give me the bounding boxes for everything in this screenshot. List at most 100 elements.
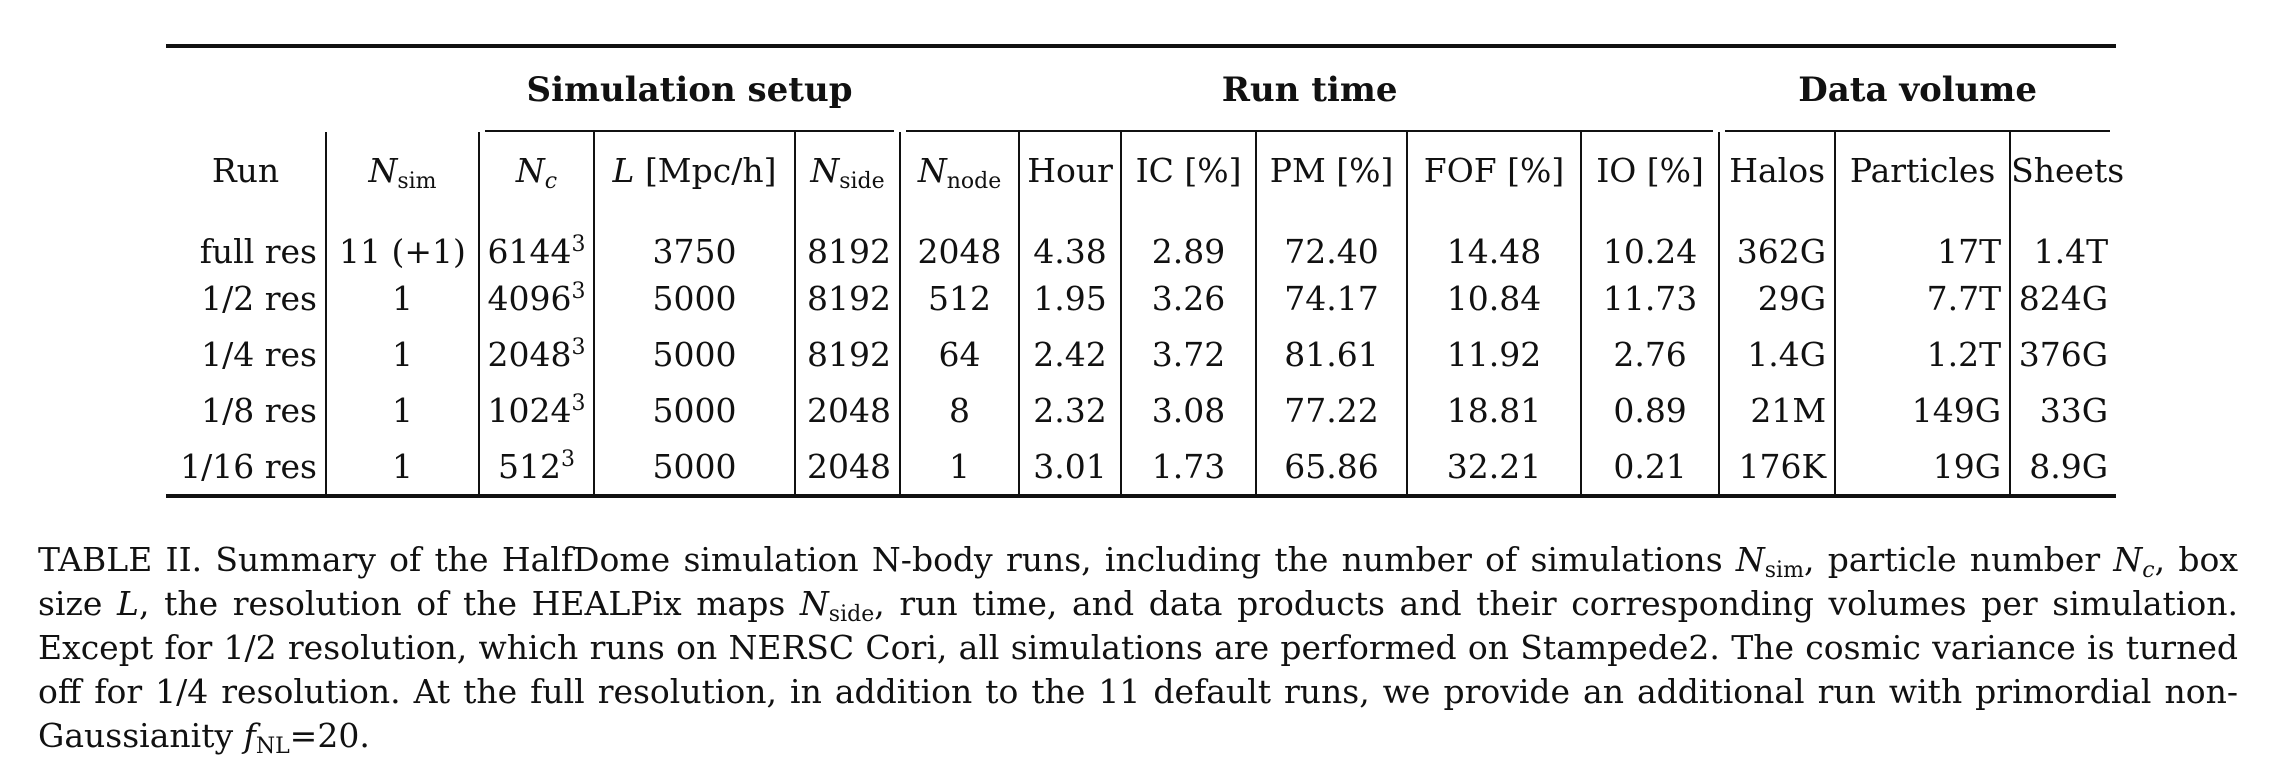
header-ic: IC [%] bbox=[1121, 132, 1258, 208]
cell-nc: 10243 bbox=[479, 382, 595, 438]
header-run: Run bbox=[166, 132, 327, 208]
header-halos: Halos bbox=[1719, 132, 1837, 208]
table-row: full res 11 (+1) 61443 3750 8192 2048 4.38 2.89… bbox=[166, 208, 2116, 270]
header-nside: Nside bbox=[795, 132, 902, 208]
table-container: Simulation setup Run time Data volume Ru… bbox=[166, 44, 2125, 498]
cell-ic: 3.26 bbox=[1121, 270, 1258, 326]
cell-ic: 3.08 bbox=[1121, 382, 1258, 438]
cell-hour: 2.32 bbox=[1019, 382, 1123, 438]
cell-halos: 362G bbox=[1719, 208, 1837, 270]
cell-nsim: 1 bbox=[326, 270, 480, 326]
header-hour: Hour bbox=[1019, 132, 1123, 208]
cell-halos: 176K bbox=[1719, 438, 1837, 494]
cell-particles: 149G bbox=[1835, 382, 2012, 438]
cell-box-size: 3750 bbox=[594, 208, 796, 270]
cell-fof: 10.84 bbox=[1407, 270, 1583, 326]
cell-nnode: 512 bbox=[900, 270, 1021, 326]
group-header-row: Simulation setup Run time Data volume bbox=[166, 48, 2116, 132]
cell-hour: 2.42 bbox=[1019, 326, 1123, 382]
cell-run: 1/8 res bbox=[166, 382, 327, 438]
cell-run: full res bbox=[166, 208, 327, 270]
cell-nnode: 2048 bbox=[900, 208, 1021, 270]
table-row: 1/16 res 1 5123 5000 2048 1 3.01 1.73 65.86 32.21… bbox=[166, 438, 2116, 494]
cell-nc: 20483 bbox=[479, 326, 595, 382]
cell-nside: 2048 bbox=[795, 438, 902, 494]
cell-nsim: 11 (+1) bbox=[326, 208, 480, 270]
column-header-row: Run Nsim Nc L [Mpc/h] Nside Nnode Hour I… bbox=[166, 132, 2125, 208]
cell-particles: 19G bbox=[1835, 438, 2012, 494]
cell-io: 0.89 bbox=[1581, 382, 1721, 438]
group-simulation-setup: Simulation setup bbox=[479, 48, 900, 132]
cell-hour: 3.01 bbox=[1019, 438, 1123, 494]
cell-io: 2.76 bbox=[1581, 326, 1721, 382]
group-run-time: Run time bbox=[900, 48, 1719, 132]
cell-nsim: 1 bbox=[326, 382, 480, 438]
bottom-rule bbox=[166, 494, 2116, 498]
cell-box-size: 5000 bbox=[594, 382, 796, 438]
cell-halos: 21M bbox=[1719, 382, 1837, 438]
cell-io: 0.21 bbox=[1581, 438, 1721, 494]
cell-halos: 1.4G bbox=[1719, 326, 1837, 382]
table-row: 1/8 res 1 10243 5000 2048 8 2.32 3.08 77.22 18.81… bbox=[166, 382, 2116, 438]
simulation-runs-table: Simulation setup Run time Data volume Ru… bbox=[166, 48, 2125, 494]
group-data-volume: Data volume bbox=[1719, 48, 2116, 132]
table-row: 1/4 res 1 20483 5000 8192 64 2.42 3.72 81.61 11.9… bbox=[166, 326, 2116, 382]
header-particles: Particles bbox=[1835, 132, 2012, 208]
cell-ic: 3.72 bbox=[1121, 326, 1258, 382]
cell-sheets: 376G bbox=[2018, 334, 2109, 374]
cell-nnode: 1 bbox=[900, 438, 1021, 494]
cell-nnode: 8 bbox=[900, 382, 1021, 438]
cell-nside: 8192 bbox=[795, 270, 902, 326]
cell-pm: 72.40 bbox=[1256, 208, 1409, 270]
cell-nc: 5123 bbox=[479, 438, 595, 494]
cell-nsim: 1 bbox=[326, 438, 480, 494]
cell-io: 10.24 bbox=[1581, 208, 1721, 270]
cell-sheets: 824G bbox=[2018, 278, 2109, 318]
header-nsim: Nsim bbox=[326, 132, 480, 208]
cell-particles: 7.7T bbox=[1835, 270, 2012, 326]
header-nnode: Nnode bbox=[900, 132, 1021, 208]
cell-nside: 2048 bbox=[795, 382, 902, 438]
table-body: full res 11 (+1) 61443 3750 8192 2048 4.38 2.89… bbox=[166, 208, 2116, 494]
header-sheets: Sheets bbox=[2011, 150, 2125, 190]
header-box-size: L [Mpc/h] bbox=[594, 132, 796, 208]
cell-sheets: 8.9G bbox=[2029, 446, 2109, 486]
cell-nside: 8192 bbox=[795, 208, 902, 270]
cell-nc: 40963 bbox=[479, 270, 595, 326]
cell-nsim: 1 bbox=[326, 326, 480, 382]
cell-ic: 1.73 bbox=[1121, 438, 1258, 494]
cell-sheets: 33G bbox=[2039, 390, 2109, 430]
cell-sheets: 1.4T bbox=[2033, 232, 2109, 271]
header-nc: Nc bbox=[479, 132, 595, 208]
cell-fof: 14.48 bbox=[1407, 208, 1583, 270]
cell-particles: 17T bbox=[1835, 208, 2012, 270]
cell-fof: 32.21 bbox=[1407, 438, 1583, 494]
cell-nside: 8192 bbox=[795, 326, 902, 382]
header-pm: PM [%] bbox=[1256, 132, 1409, 208]
cell-run: 1/4 res bbox=[166, 326, 327, 382]
header-io: IO [%] bbox=[1581, 132, 1721, 208]
cell-particles: 1.2T bbox=[1835, 326, 2012, 382]
cell-hour: 4.38 bbox=[1019, 208, 1123, 270]
cell-fof: 18.81 bbox=[1407, 382, 1583, 438]
cell-box-size: 5000 bbox=[594, 326, 796, 382]
cell-ic: 2.89 bbox=[1121, 208, 1258, 270]
cell-hour: 1.95 bbox=[1019, 270, 1123, 326]
cell-io: 11.73 bbox=[1581, 270, 1721, 326]
cell-halos: 29G bbox=[1719, 270, 1837, 326]
header-fof: FOF [%] bbox=[1407, 132, 1583, 208]
cell-pm: 74.17 bbox=[1256, 270, 1409, 326]
cell-fof: 11.92 bbox=[1407, 326, 1583, 382]
cell-pm: 65.86 bbox=[1256, 438, 1409, 494]
cell-pm: 81.61 bbox=[1256, 326, 1409, 382]
cell-box-size: 5000 bbox=[594, 270, 796, 326]
top-rule bbox=[166, 44, 2116, 48]
cell-run: 1/2 res bbox=[166, 270, 327, 326]
cell-pm: 77.22 bbox=[1256, 382, 1409, 438]
table-caption: TABLE II. Summary of the HalfDome simula… bbox=[38, 540, 2238, 759]
cell-box-size: 5000 bbox=[594, 438, 796, 494]
cell-nnode: 64 bbox=[900, 326, 1021, 382]
table-row: 1/2 res 1 40963 5000 8192 512 1.95 3.26 74.17 10.… bbox=[166, 270, 2116, 326]
cell-run: 1/16 res bbox=[166, 438, 327, 494]
cell-nc: 61443 bbox=[479, 208, 595, 270]
